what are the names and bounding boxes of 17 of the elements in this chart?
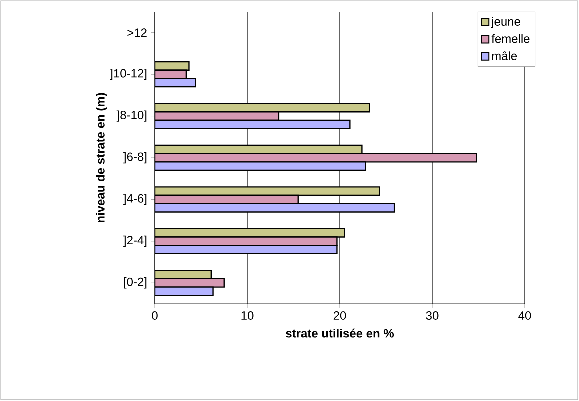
x-tick-label: 0 xyxy=(152,312,158,320)
y-tick-label: ]2-4] xyxy=(124,236,147,248)
x-tick-label: 10 xyxy=(242,312,254,320)
y-tick-label: >12 xyxy=(128,28,147,38)
x-tick-label: 20 xyxy=(334,312,346,320)
y-tick-label: ]10-12] xyxy=(110,68,147,80)
x-tick-label: 30 xyxy=(426,312,439,320)
y-tick-label: [0-2] xyxy=(124,278,147,289)
legend-label: jeune xyxy=(491,17,520,28)
y-axis-title: niveau de strate en (m) xyxy=(96,93,108,223)
y-tick-label: ]6-8] xyxy=(124,152,147,164)
legend-label: mâle xyxy=(492,52,518,60)
y-tick-label: ]4-6] xyxy=(124,194,147,206)
legend-label: femelle xyxy=(492,34,530,44)
x-tick-label: 40 xyxy=(518,312,532,320)
x-axis-title: strate utilisée en % xyxy=(286,328,394,338)
y-tick-label: ]8-10] xyxy=(116,110,147,122)
